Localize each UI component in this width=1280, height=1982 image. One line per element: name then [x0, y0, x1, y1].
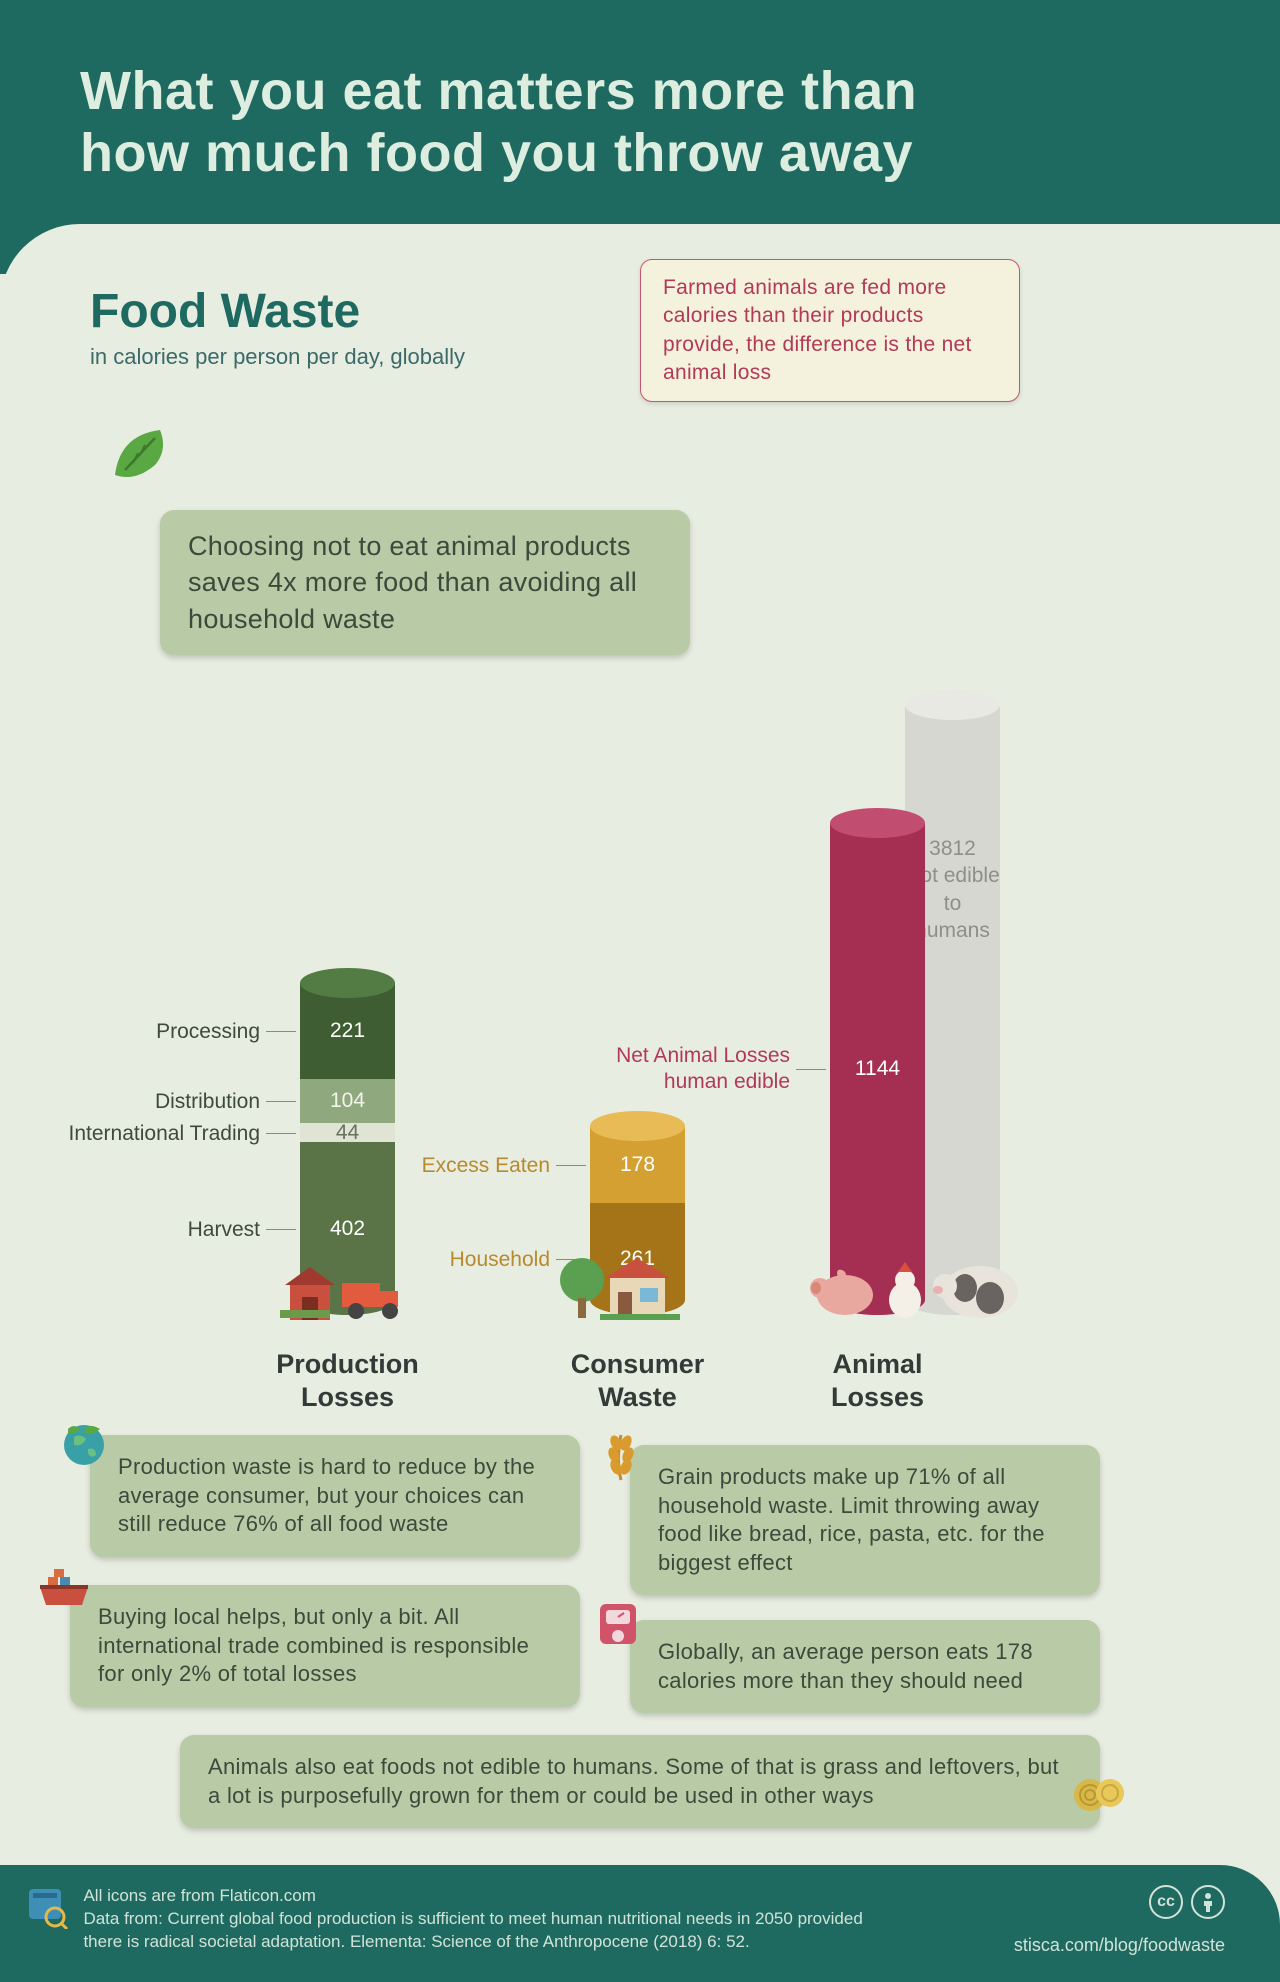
info-callout: Production waste is hard to reduce by th…: [90, 1435, 580, 1557]
column-title: ProductionLosses: [240, 1348, 455, 1416]
leaf-icon: [100, 420, 180, 505]
segment-label: Processing: [156, 1019, 260, 1045]
segment-value: 104: [300, 1089, 395, 1113]
data-icon: [25, 1885, 69, 1934]
footer-icons-credit: All icons are from Flaticon.com: [83, 1885, 903, 1908]
tick-line: [266, 1133, 296, 1134]
info-callout: Grain products make up 71% of all househ…: [630, 1445, 1100, 1595]
tick-line: [266, 1101, 296, 1102]
segment-value: 44: [300, 1121, 395, 1145]
footer-data-label: Data from:: [83, 1909, 162, 1928]
tick-line: [266, 1031, 296, 1032]
page-footer: All icons are from Flaticon.com Data fro…: [0, 1865, 1280, 1982]
segment-label: Harvest: [188, 1217, 260, 1243]
segment-label: Net Animal Losseshuman edible: [616, 1043, 790, 1096]
cc-icon: cc: [1149, 1885, 1183, 1919]
tick-line: [266, 1229, 296, 1230]
ship-icon: [36, 1565, 92, 1618]
info-boxes-region: Production waste is hard to reduce by th…: [90, 1435, 1200, 1865]
cc-license-icons: cc: [1149, 1885, 1225, 1919]
column-title: AnimalLosses: [770, 1348, 985, 1416]
segment-label: Distribution: [155, 1089, 260, 1115]
segment-value: 402: [300, 1217, 395, 1241]
column-base-icon: [810, 1250, 1030, 1330]
footer-url[interactable]: stisca.com/blog/foodwaste: [1014, 1935, 1225, 1956]
info-callout: Buying local helps, but only a bit. All …: [70, 1585, 580, 1707]
main-content: Food Waste in calories per person per da…: [0, 224, 1280, 1905]
tick-line: [556, 1165, 586, 1166]
segment-label: International Trading: [69, 1121, 260, 1147]
header-title-line1: What you eat matters more than: [80, 60, 1200, 122]
hay-icon: [1070, 1765, 1126, 1818]
info-callout: Animals also eat foods not edible to hum…: [180, 1735, 1100, 1828]
scale-icon: [596, 1600, 640, 1653]
info-callout: Globally, an average person eats 178 cal…: [630, 1620, 1100, 1713]
segment-value: 178: [590, 1153, 685, 1177]
segment-label: Household: [450, 1247, 550, 1273]
segment-label: Excess Eaten: [422, 1153, 550, 1179]
chart-area: 221Processing104Distribution44Internatio…: [90, 595, 1200, 1435]
segment-value: 1144: [830, 1057, 925, 1081]
footer-data-text: Current global food production is suffic…: [83, 1909, 862, 1951]
globe-icon: [56, 1415, 112, 1476]
segment: 44: [300, 1123, 395, 1142]
column-base-icon: [560, 1250, 690, 1330]
column-title: ConsumerWaste: [530, 1348, 745, 1416]
header-title-line2: how much food you throw away: [80, 122, 1200, 184]
segment: 104: [300, 1079, 395, 1124]
tick-line: [796, 1069, 826, 1070]
column-base-icon: [280, 1255, 410, 1330]
cc-by-icon: [1191, 1885, 1225, 1919]
segment: 1144: [830, 823, 925, 1315]
segment-value: 221: [300, 1019, 395, 1043]
chart-column-animal: 1144Net Animal Losseshuman edible: [830, 823, 925, 1315]
wheat-icon: [596, 1425, 646, 1490]
